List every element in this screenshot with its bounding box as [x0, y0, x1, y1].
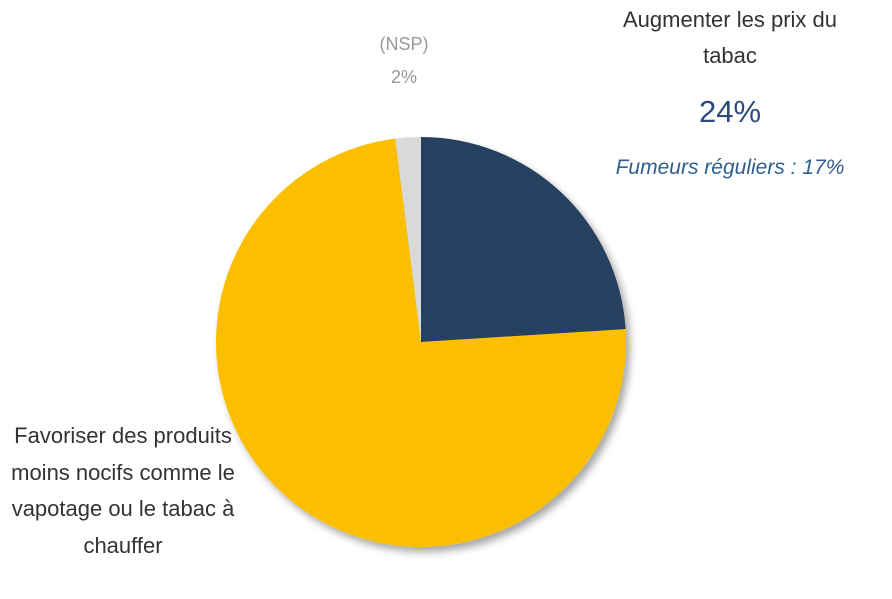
slice-label: Favoriser des produits moins nocifs comm…	[11, 423, 235, 558]
annotation: Fumeurs réguliers : 17%	[615, 156, 845, 179]
pie-slice	[216, 138, 626, 548]
pie	[216, 137, 626, 548]
slice-value-label: 2%	[390, 67, 417, 87]
slice-label: Augmenter les prix du tabac	[623, 7, 837, 68]
pie-slice	[421, 137, 626, 342]
slice-label: (NSP)	[379, 34, 429, 54]
slice-value-label: 24%	[698, 94, 762, 129]
pie-slice	[395, 137, 421, 342]
